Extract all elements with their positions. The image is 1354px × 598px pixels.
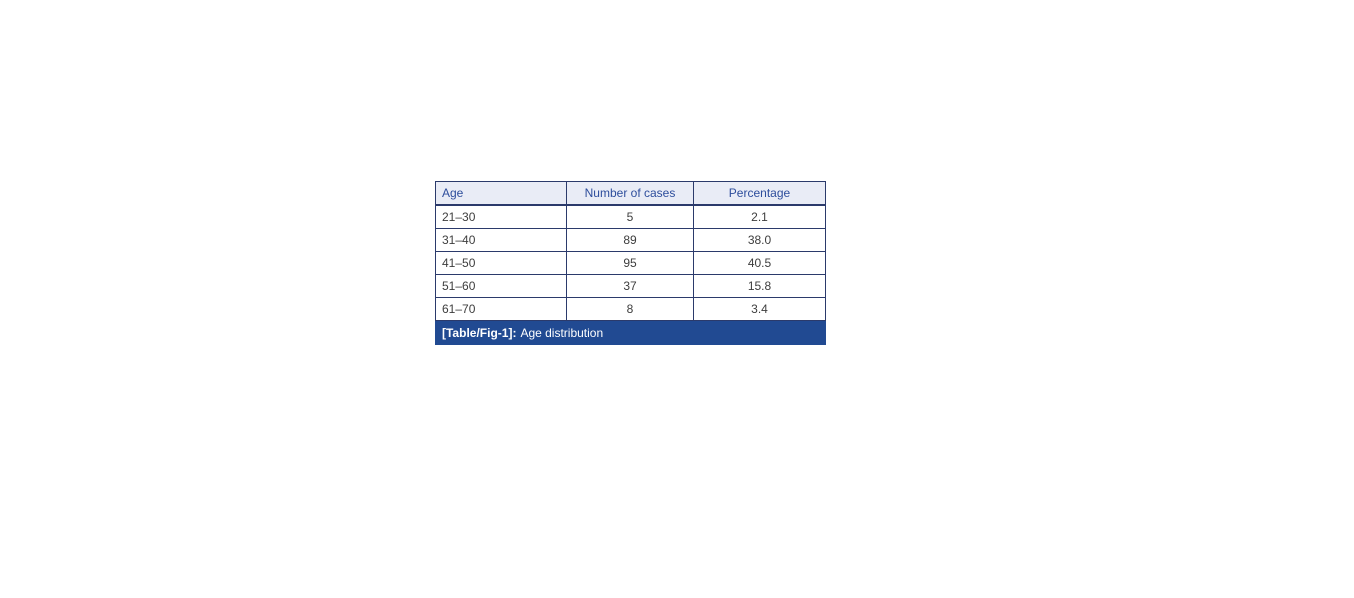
percentage-cell: 2.1 [693, 204, 826, 229]
column-header-age: Age [435, 181, 567, 206]
percentage-cell: 40.5 [693, 251, 826, 275]
percentage-cell: 38.0 [693, 228, 826, 252]
column-header-percentage: Percentage [693, 181, 826, 206]
age-range-cell: 21–30 [435, 204, 567, 229]
table-row: 31–40 89 38.0 [435, 228, 826, 252]
table-caption-row: [Table/Fig-1]: Age distribution [435, 320, 826, 345]
age-range-cell: 51–60 [435, 274, 567, 298]
cases-cell: 37 [566, 274, 694, 298]
cases-cell: 95 [566, 251, 694, 275]
percentage-cell: 3.4 [693, 297, 826, 321]
age-distribution-table: Age Number of cases Percentage 21–30 5 2… [435, 181, 826, 345]
cases-cell: 5 [566, 204, 694, 229]
caption-text: Age distribution [520, 325, 604, 340]
age-range-cell: 31–40 [435, 228, 567, 252]
cases-cell: 89 [566, 228, 694, 252]
table-row: 41–50 95 40.5 [435, 251, 826, 275]
table-row: 61–70 8 3.4 [435, 297, 826, 321]
table-header-row: Age Number of cases Percentage [435, 181, 826, 206]
table-caption: [Table/Fig-1]: Age distribution [435, 320, 826, 345]
percentage-cell: 15.8 [693, 274, 826, 298]
cases-cell: 8 [566, 297, 694, 321]
caption-label: [Table/Fig-1]: [442, 325, 517, 340]
column-header-number-of-cases: Number of cases [566, 181, 694, 206]
age-range-cell: 61–70 [435, 297, 567, 321]
table-row: 21–30 5 2.1 [435, 204, 826, 229]
table-row: 51–60 37 15.8 [435, 274, 826, 298]
age-distribution-figure: Age Number of cases Percentage 21–30 5 2… [435, 181, 826, 345]
age-range-cell: 41–50 [435, 251, 567, 275]
